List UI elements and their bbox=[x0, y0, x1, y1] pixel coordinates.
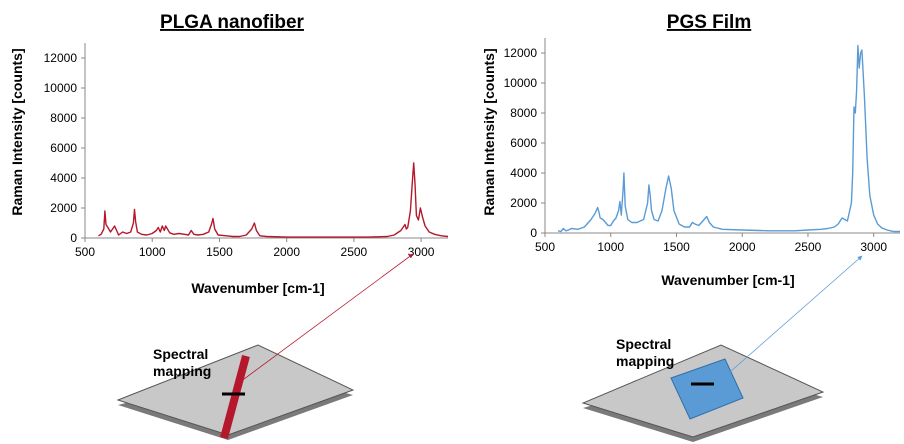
x-tick-label: 2000 bbox=[729, 240, 756, 254]
plot-area: 500 1000 1500 2000 2500 3000 0 2000 4000 6000 8000… bbox=[44, 43, 449, 259]
y-tick-label: 2000 bbox=[510, 196, 537, 210]
pointer-arrow bbox=[729, 255, 863, 373]
x-tick-label: 2500 bbox=[341, 245, 368, 259]
spectrum-line bbox=[557, 44, 900, 233]
x-tick-label: 3000 bbox=[860, 240, 887, 254]
sample-illustration-plga: Spectral mapping bbox=[116, 253, 414, 440]
chart-title: PLGA nanofiber bbox=[160, 12, 305, 33]
y-tick-label: 0 bbox=[70, 231, 77, 245]
x-tick-label: 500 bbox=[535, 240, 555, 254]
y-tick-label: 12000 bbox=[504, 46, 538, 60]
x-tick-label: 2000 bbox=[273, 245, 300, 259]
y-tick-label: 6000 bbox=[510, 136, 537, 150]
y-tick-label: 6000 bbox=[50, 141, 77, 155]
x-tick-label: 1500 bbox=[663, 240, 690, 254]
nanofiber bbox=[220, 354, 250, 440]
y-tick-label: 0 bbox=[530, 226, 537, 240]
y-axis-label: Raman Intensity [counts] bbox=[481, 48, 497, 215]
chart-pgs: PGS Film Raman Intensity [counts] Wavenu… bbox=[481, 12, 900, 288]
spectrum-line bbox=[98, 162, 449, 238]
x-tick-label: 2500 bbox=[795, 240, 822, 254]
x-tick-label: 500 bbox=[75, 245, 95, 259]
x-tick-label: 1000 bbox=[139, 245, 166, 259]
annotation-line2: mapping bbox=[153, 363, 211, 379]
y-tick-label: 8000 bbox=[510, 106, 537, 120]
y-tick-label: 8000 bbox=[50, 111, 77, 125]
y-tick-label: 4000 bbox=[510, 166, 537, 180]
y-tick-label: 10000 bbox=[504, 76, 538, 90]
y-tick-label: 4000 bbox=[50, 171, 77, 185]
chart-title: PGS Film bbox=[667, 12, 751, 33]
y-tick-label: 10000 bbox=[44, 81, 78, 95]
x-axis-label: Wavenumber [cm-1] bbox=[661, 272, 794, 288]
x-tick-label: 1000 bbox=[597, 240, 624, 254]
annotation-line1: Spectral bbox=[616, 336, 671, 352]
x-tick-label: 3000 bbox=[408, 245, 435, 259]
y-axis-label: Raman Intensity [counts] bbox=[9, 48, 25, 215]
y-tick-label: 12000 bbox=[44, 51, 78, 65]
plot-area: 500 1000 1500 2000 2500 3000 0 2000 4000 6000 8000… bbox=[504, 38, 900, 254]
annotation-line1: Spectral bbox=[153, 346, 208, 362]
chart-plga: PLGA nanofiber Raman Intensity [counts] … bbox=[9, 12, 449, 296]
sample-illustration-pgs: Spectral mapping bbox=[581, 255, 863, 442]
pgs-film bbox=[670, 358, 744, 420]
y-tick-label: 2000 bbox=[50, 201, 77, 215]
annotation-line2: mapping bbox=[616, 353, 674, 369]
x-axis-label: Wavenumber [cm-1] bbox=[191, 280, 324, 296]
pointer-arrow bbox=[239, 253, 414, 383]
x-tick-label: 1500 bbox=[206, 245, 233, 259]
